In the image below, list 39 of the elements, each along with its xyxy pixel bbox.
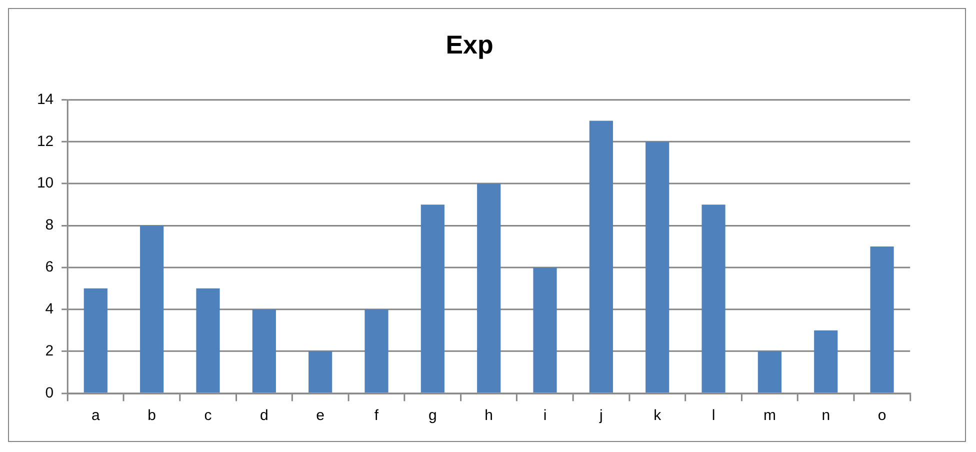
y-tick-label: 2 — [45, 342, 54, 360]
x-tick-label: f — [374, 407, 380, 424]
bar — [308, 351, 332, 392]
x-tick-label: j — [598, 407, 603, 424]
bar — [589, 120, 613, 392]
x-tick-label: h — [484, 407, 493, 424]
x-tick-label: n — [822, 407, 830, 424]
y-tick-label: 10 — [36, 174, 54, 192]
x-tick-label: e — [316, 407, 324, 424]
bar — [870, 246, 894, 392]
y-tick-label: 0 — [45, 384, 54, 402]
y-tick-label: 14 — [36, 90, 54, 108]
bar — [533, 267, 557, 392]
x-tick-label: l — [712, 407, 716, 424]
x-tick-label: i — [543, 407, 547, 424]
x-tick-label: o — [878, 407, 886, 424]
x-tick-label: k — [654, 407, 662, 424]
y-tick-label: 12 — [36, 132, 54, 150]
y-tick-label: 8 — [45, 216, 54, 234]
x-tick-label: g — [428, 407, 437, 424]
x-tick-label: a — [91, 407, 100, 424]
x-tick-label: b — [148, 407, 156, 424]
bar — [702, 204, 726, 392]
bar — [420, 204, 444, 392]
bar — [646, 142, 670, 392]
bar — [814, 330, 838, 392]
chart-title: Exp — [446, 32, 494, 60]
x-tick-label: d — [260, 407, 268, 424]
bar — [252, 309, 276, 392]
bar — [477, 184, 501, 392]
y-tick-label: 4 — [45, 300, 54, 318]
x-tick-label: m — [763, 407, 776, 424]
bar — [140, 226, 164, 392]
bar — [758, 351, 782, 392]
x-tick-label: c — [204, 407, 212, 424]
bar — [84, 288, 108, 392]
bar — [364, 309, 388, 392]
bar — [196, 288, 220, 392]
y-tick-label: 6 — [45, 258, 54, 276]
